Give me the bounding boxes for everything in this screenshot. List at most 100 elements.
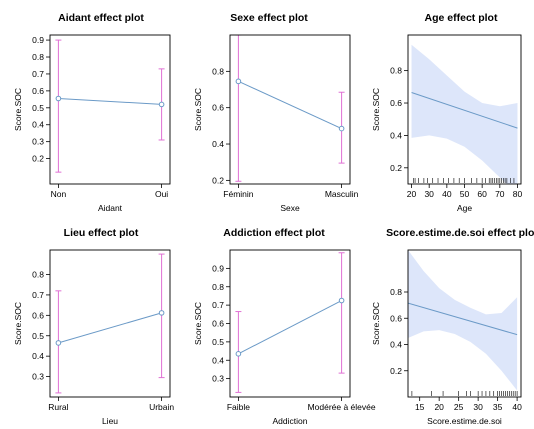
fit-line [58,312,162,344]
y-tick-label: 0.6 [390,313,402,323]
x-axis-label: Score.estime.de.soi [427,416,502,426]
x-tick-label: 30 [424,189,434,199]
x-tick-label: Rural [48,402,68,412]
y-tick-label: 0.8 [390,287,402,297]
x-axis-label: Aidant [98,203,123,213]
y-tick-label: 0.3 [32,137,44,147]
x-tick-label: Féminin [223,189,254,199]
effect-point [158,310,165,316]
y-tick-label: 0.8 [212,66,224,76]
panel-frame [229,249,351,398]
y-axis-label: Score.SOC [193,302,203,345]
y-tick-label: 0.7 [32,69,44,79]
x-tick-label: 35 [493,402,503,412]
x-axis-label: Age [457,203,472,213]
effect-point [235,351,242,357]
x-axis-label: Addiction [273,416,308,426]
x-tick-label: 20 [407,189,417,199]
x-axis-label: Lieu [102,416,118,426]
effect-point [235,78,242,85]
effect-plot-panel: Addiction effect plot Faible Modérée à éle… [193,227,376,426]
panel-title: Addiction effect plot [223,227,325,239]
x-tick-label: Non [51,189,67,199]
y-axis-label: Score.SOC [193,88,203,131]
y-tick-label: 0.8 [212,282,224,292]
x-tick-label: 40 [442,189,452,199]
y-tick-label: 0.4 [32,120,44,130]
x-tick-label: 50 [460,189,470,199]
y-tick-label: 0.2 [390,163,402,173]
y-tick-label: 0.5 [32,331,44,341]
effect-plot-panel: Age effect plot 20 30 40 50 60 70 80 0.2 0.4 0.6 0.… [371,12,522,213]
fit-line [58,97,162,105]
panel-title: Age effect plot [425,12,498,24]
x-axis-label: Sexe [280,203,300,213]
y-axis-label: Score.SOC [13,88,23,131]
x-tick-label: 60 [477,189,487,199]
x-tick-label: 30 [473,402,483,412]
confidence-band [408,250,518,391]
x-tick-label: 15 [415,402,425,412]
panel-frame [407,249,522,398]
x-tick-label: 80 [513,189,523,199]
y-tick-label: 0.4 [32,351,44,361]
x-tick-label: 70 [495,189,505,199]
effect-plot-panel: Sexe effect plot Féminin Masculin 0.2 0.4 0.6… [193,12,359,213]
y-tick-label: 0.9 [32,35,44,45]
x-tick-label: 20 [434,402,444,412]
panel-frame [407,34,522,185]
y-tick-label: 0.5 [212,337,224,347]
x-tick-label: Oui [155,189,168,199]
x-tick-label: 25 [454,402,464,412]
fit-line [408,302,518,336]
effect-plot-panel: Lieu effect plot Rural Urbain 0.3 0.4 0.5 0.6 0… [13,227,174,426]
y-axis-label: Score.SOC [371,88,381,131]
fit-line [238,300,342,355]
panel-title: Lieu effect plot [64,227,139,239]
x-tick-label: Faible [227,402,250,412]
y-tick-label: 0.6 [32,86,44,96]
x-tick-label: Urbain [149,402,174,412]
y-tick-label: 0.2 [390,366,402,376]
y-tick-label: 0.6 [212,319,224,329]
x-tick-label: 40 [512,402,522,412]
effect-point [55,340,62,346]
y-tick-label: 0.5 [32,103,44,113]
confidence-band [411,44,518,184]
effect-plot-panel: Aidant effect plot Non Oui 0.2 0.3 0.4 0.5 0.6 0… [13,12,171,213]
panel-title: Sexe effect plot [230,12,308,24]
plot-area [235,35,345,182]
y-tick-label: 0.7 [212,300,224,310]
effect-point [338,125,345,132]
fit-line [238,80,342,130]
y-axis-label: Score.SOC [371,302,381,345]
panel-title: Aidant effect plot [58,12,144,24]
y-tick-label: 0.8 [32,270,44,280]
y-tick-label: 0.4 [212,139,224,149]
y-tick-label: 0.7 [32,290,44,300]
y-axis-label: Score.SOC [13,302,23,345]
plot-area [235,252,345,393]
effect-point [158,101,165,108]
effect-point [338,297,345,304]
y-tick-label: 0.4 [390,340,402,350]
y-tick-label: 0.2 [212,175,224,185]
panel-frame [49,34,171,185]
y-tick-label: 0.9 [212,263,224,273]
x-tick-label: Masculin [325,189,359,199]
plot-area [55,253,165,394]
y-tick-label: 0.4 [390,130,402,140]
fit-line [411,92,518,129]
y-tick-label: 0.6 [212,103,224,113]
plot-area [55,39,165,173]
y-tick-label: 0.2 [32,154,44,164]
panel-frame [229,34,351,185]
y-tick-label: 0.8 [32,52,44,62]
plot-area [411,44,518,184]
y-tick-label: 0.4 [212,355,224,365]
panel-frame [49,249,171,398]
y-tick-label: 0.3 [212,374,224,384]
effect-plot-panel: Score.estime.de.soi effect plot 15 20 25 30 3… [371,227,534,426]
x-tick-label: Modérée à élevée [308,402,376,412]
